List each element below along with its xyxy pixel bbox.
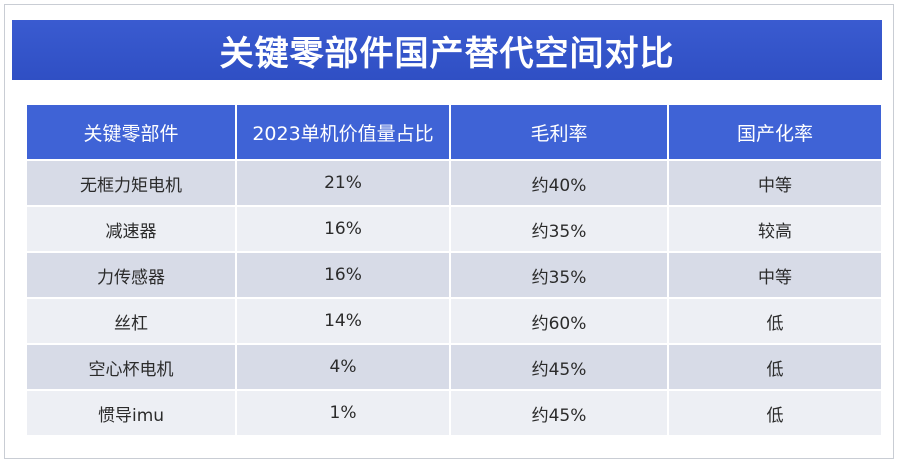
cell-localization-rate: 低	[669, 345, 881, 389]
table-row: 无框力矩电机 21% 约40% 中等	[27, 161, 881, 205]
cell-component: 空心杯电机	[27, 345, 235, 389]
table-row: 力传感器 16% 约35% 中等	[27, 253, 881, 297]
header-component: 关键零部件	[27, 105, 235, 159]
cell-value-share: 4%	[237, 345, 449, 389]
header-localization-rate: 国产化率	[669, 105, 881, 159]
cell-component: 惯导imu	[27, 391, 235, 435]
cell-gross-margin: 约45%	[451, 345, 667, 389]
table-row: 丝杠 14% 约60% 低	[27, 299, 881, 343]
cell-value-share: 14%	[237, 299, 449, 343]
cell-gross-margin: 约45%	[451, 391, 667, 435]
cell-value-share: 16%	[237, 207, 449, 251]
header-gross-margin: 毛利率	[451, 105, 667, 159]
cell-component: 无框力矩电机	[27, 161, 235, 205]
cell-gross-margin: 约35%	[451, 253, 667, 297]
cell-localization-rate: 低	[669, 299, 881, 343]
cell-component: 丝杠	[27, 299, 235, 343]
table-row: 惯导imu 1% 约45% 低	[27, 391, 881, 435]
cell-gross-margin: 约60%	[451, 299, 667, 343]
table-row: 减速器 16% 约35% 较高	[27, 207, 881, 251]
cell-gross-margin: 约35%	[451, 207, 667, 251]
table-row: 空心杯电机 4% 约45% 低	[27, 345, 881, 389]
cell-localization-rate: 中等	[669, 253, 881, 297]
title-banner: 关键零部件国产替代空间对比	[12, 20, 882, 80]
cell-gross-margin: 约40%	[451, 161, 667, 205]
cell-localization-rate: 较高	[669, 207, 881, 251]
cell-value-share: 1%	[237, 391, 449, 435]
components-table: 关键零部件 2023单机价值量占比 毛利率 国产化率 无框力矩电机 21% 约4…	[25, 103, 883, 437]
page-title: 关键零部件国产替代空间对比	[219, 33, 675, 74]
header-value-share: 2023单机价值量占比	[237, 105, 449, 159]
cell-component: 力传感器	[27, 253, 235, 297]
cell-value-share: 21%	[237, 161, 449, 205]
cell-component: 减速器	[27, 207, 235, 251]
cell-value-share: 16%	[237, 253, 449, 297]
cell-localization-rate: 低	[669, 391, 881, 435]
table-header-row: 关键零部件 2023单机价值量占比 毛利率 国产化率	[27, 105, 881, 159]
cell-localization-rate: 中等	[669, 161, 881, 205]
